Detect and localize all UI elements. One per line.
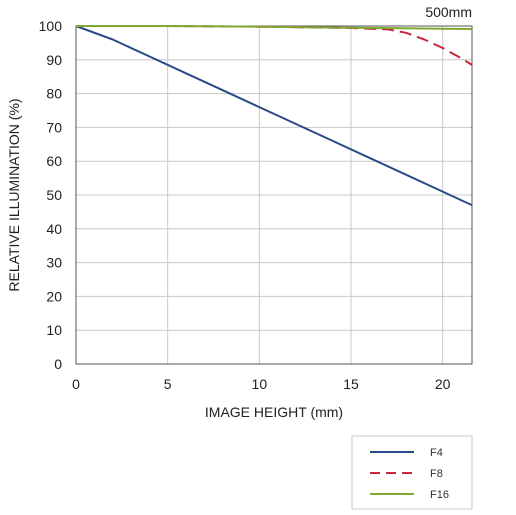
y-tick-label: 60 bbox=[46, 153, 62, 169]
y-tick-label: 90 bbox=[46, 52, 62, 68]
y-axis-title: RELATIVE ILLUMINATION (%) bbox=[6, 98, 22, 291]
y-tick-label: 30 bbox=[46, 255, 62, 271]
y-tick-label: 0 bbox=[54, 356, 62, 372]
series-line-f16 bbox=[76, 25, 473, 30]
legend-label: F4 bbox=[430, 447, 443, 459]
x-axis-title: IMAGE HEIGHT (mm) bbox=[205, 404, 343, 420]
y-tick-label: 80 bbox=[46, 86, 62, 102]
chart-title: 500mm bbox=[425, 4, 472, 20]
grid bbox=[75, 25, 472, 365]
y-tick-label: 100 bbox=[39, 18, 63, 34]
x-tick-label: 20 bbox=[435, 376, 451, 392]
legend-label: F16 bbox=[430, 489, 449, 501]
y-tick-label: 40 bbox=[46, 221, 62, 237]
y-tick-label: 10 bbox=[46, 322, 62, 338]
x-tick-label: 15 bbox=[343, 376, 359, 392]
series-line-f4 bbox=[75, 25, 473, 207]
x-tick-label: 10 bbox=[252, 376, 268, 392]
y-tick-label: 70 bbox=[46, 119, 62, 135]
x-tick-label: 5 bbox=[164, 376, 172, 392]
x-tick-label: 0 bbox=[72, 376, 80, 392]
series-line-f8 bbox=[76, 25, 473, 66]
legend-label: F8 bbox=[430, 468, 443, 480]
y-tick-label: 50 bbox=[46, 187, 62, 203]
series-layer bbox=[75, 25, 473, 207]
y-tick-label: 20 bbox=[46, 288, 62, 304]
legend: F4 F8 F16 bbox=[351, 435, 473, 510]
tick-labels: 0 10 20 30 40 50 60 70 80 90 100 0 5 10 15 20 bbox=[39, 18, 451, 392]
